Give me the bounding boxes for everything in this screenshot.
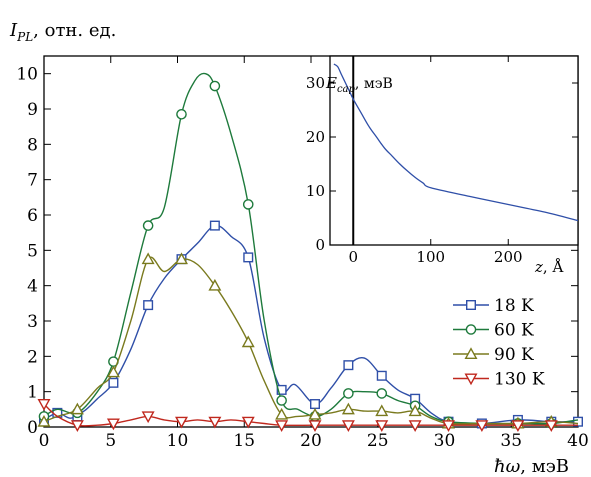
data-point <box>176 109 187 120</box>
data-point <box>242 199 254 210</box>
x-tick-label: 40 <box>567 431 589 451</box>
data-point <box>375 420 389 432</box>
data-point <box>442 420 455 432</box>
legend-marker <box>464 373 478 386</box>
y-axis-title: IPL, отн. ед. <box>9 20 116 44</box>
inset-y-tick-label: 20 <box>306 128 325 146</box>
data-point <box>343 360 354 371</box>
data-point <box>310 399 321 410</box>
data-point <box>141 252 155 265</box>
y-tick-label: 3 <box>27 312 38 332</box>
legend-label: 18 K <box>494 296 534 316</box>
data-point <box>208 278 222 291</box>
legend: 18 K 60 K 90 K 130 K <box>453 296 545 390</box>
data-point <box>108 377 119 388</box>
legend-item: 130 K <box>453 370 545 390</box>
inset-x-tick-label: 200 <box>494 248 523 266</box>
x-tick-label: 15 <box>233 431 255 451</box>
data-point <box>376 370 387 381</box>
data-point <box>308 420 322 432</box>
y-tick-label: 6 <box>27 206 38 226</box>
data-point <box>511 420 525 432</box>
data-point <box>276 395 287 406</box>
inset-y-tick-label: 10 <box>306 182 325 200</box>
data-point <box>376 388 388 399</box>
data-point <box>143 300 154 311</box>
legend-label: 60 K <box>494 321 534 341</box>
data-point <box>475 420 489 432</box>
legend-item: 18 K <box>453 296 534 316</box>
y-tick-label: 4 <box>27 277 38 297</box>
data-point <box>341 420 355 432</box>
x-tick-label: 30 <box>434 431 456 451</box>
data-point <box>175 416 188 429</box>
data-point <box>275 407 289 420</box>
x-axis-title: ħω, мэВ <box>494 456 569 477</box>
series-line <box>43 72 579 425</box>
data-point <box>106 418 120 431</box>
data-point <box>308 407 322 420</box>
data-point <box>243 252 254 263</box>
data-point <box>70 402 84 415</box>
inset-y-tick-label: 0 <box>315 236 325 254</box>
data-point <box>37 399 51 411</box>
inset-x-tick-label: 0 <box>348 248 358 266</box>
y-tick-label: 8 <box>27 135 38 155</box>
data-point <box>209 80 221 92</box>
x-tick-label: 0 <box>39 431 50 451</box>
data-point <box>408 404 422 417</box>
inset-y-tick-label: 30 <box>306 74 325 92</box>
data-point <box>276 384 287 395</box>
legend-label: 130 K <box>494 370 545 390</box>
data-point <box>208 416 222 429</box>
y-tick-label: 7 <box>27 171 38 191</box>
data-point <box>141 411 155 424</box>
data-point <box>142 220 154 231</box>
data-point <box>408 420 422 432</box>
inset-plot: 0 100 200 0 10 20 30 <box>306 55 579 266</box>
inset-series-line <box>333 63 579 222</box>
legend-marker <box>465 324 477 335</box>
data-point <box>37 414 51 427</box>
data-point <box>375 404 389 417</box>
y-tick-label: 9 <box>27 100 38 120</box>
x-tick-label: 35 <box>500 431 522 451</box>
legend-item: 90 K <box>453 345 534 365</box>
series-line <box>43 256 579 425</box>
inset-y-axis-title: Ecap, мэВ <box>325 74 393 95</box>
inset-x-axis-title: z, Å <box>534 258 563 276</box>
x-tick-label: 25 <box>367 431 389 451</box>
data-point <box>70 420 84 432</box>
data-point <box>241 335 255 348</box>
x-tick-label: 5 <box>105 431 116 451</box>
inset-frame <box>329 55 579 246</box>
y-tick-label: 10 <box>16 65 38 85</box>
data-point <box>175 252 188 265</box>
legend-item: 60 K <box>453 321 534 341</box>
legend-marker <box>466 300 477 311</box>
data-point <box>341 402 355 415</box>
data-point <box>275 420 289 432</box>
x-tick-label: 10 <box>167 431 189 451</box>
series-130-k <box>37 399 578 432</box>
data-point <box>209 220 220 231</box>
legend-marker <box>464 347 478 359</box>
data-point <box>106 365 120 378</box>
inset-x-tick-label: 100 <box>416 248 445 266</box>
data-point <box>241 416 255 429</box>
data-point <box>544 420 558 432</box>
main-plot-area: 0 5 10 15 20 25 30 35 40 0 1 2 3 4 5 6 7 8 9 10 <box>16 55 589 451</box>
y-tick-label: 5 <box>27 241 38 261</box>
y-tick-label: 2 <box>27 347 38 367</box>
data-point <box>343 388 354 399</box>
y-tick-label: 0 <box>27 418 38 438</box>
x-tick-label: 20 <box>300 431 322 451</box>
y-tick-label: 1 <box>27 383 38 403</box>
data-point <box>573 416 584 427</box>
legend-label: 90 K <box>494 345 534 365</box>
